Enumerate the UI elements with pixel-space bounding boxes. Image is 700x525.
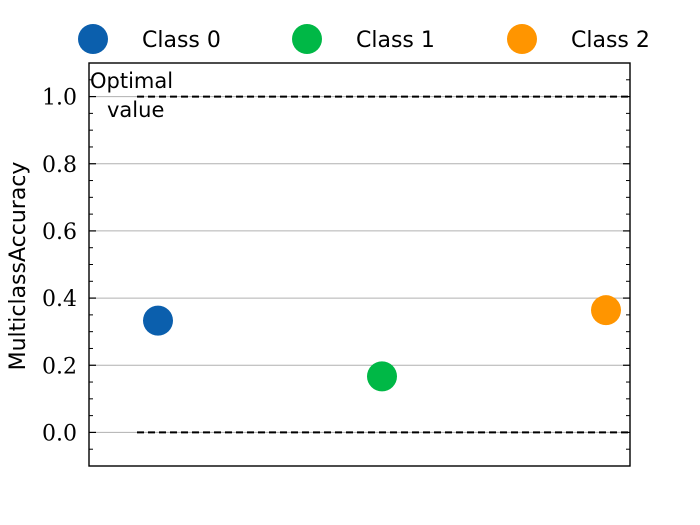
optimal-annotation-line2: value [107, 98, 164, 122]
legend-marker [292, 24, 322, 54]
plot-frame [88, 62, 631, 467]
legend-marker [78, 24, 108, 54]
reference-lines [137, 95, 630, 434]
y-tick-label: 1.0 [42, 86, 77, 111]
y-tick-label: 0.8 [42, 153, 77, 178]
data-points [143, 295, 621, 392]
y-axis: 0.0 0.2 0.4 0.6 0.8 1.0 [42, 79, 630, 467]
legend-label: Class 1 [356, 28, 435, 53]
legend-label: Class 0 [142, 28, 221, 53]
optimal-annotation-line1: Optimal [90, 69, 173, 93]
legend: Class 0 Class 1 Class 2 [78, 24, 650, 54]
y-tick-label: 0.6 [42, 220, 77, 245]
grid-lines [89, 96, 630, 433]
data-point-class-1 [367, 361, 397, 392]
legend-marker [507, 24, 537, 54]
y-tick-label: 0.4 [42, 287, 77, 312]
data-point-class-2 [591, 295, 621, 326]
legend-label: Class 2 [571, 28, 650, 53]
y-axis-label: MulticlassAccuracy [6, 162, 31, 371]
y-tick-label: 0.0 [42, 421, 77, 446]
data-point-class-0 [143, 305, 173, 336]
y-tick-label: 0.2 [42, 354, 77, 379]
